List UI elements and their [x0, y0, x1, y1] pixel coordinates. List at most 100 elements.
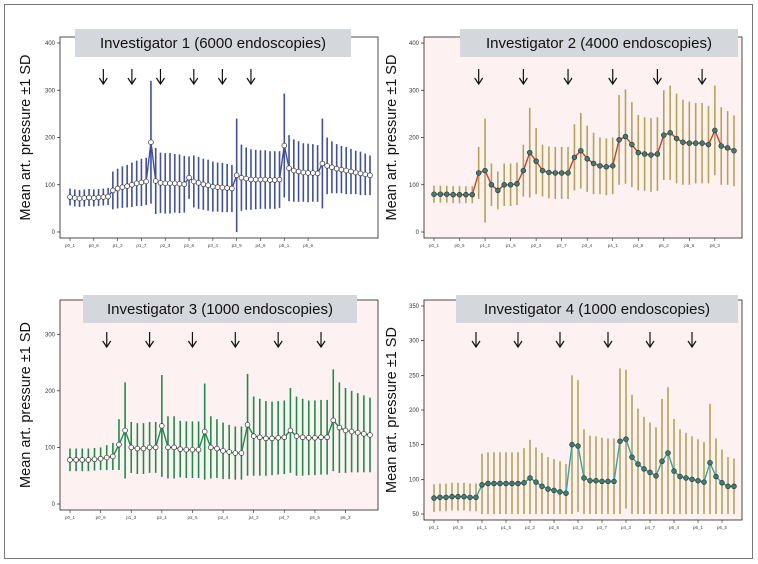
data-point	[186, 174, 192, 181]
data-point	[677, 473, 683, 480]
chart-title: Investigator 2 (4000 endoscopies)	[486, 35, 712, 52]
data-point	[232, 450, 239, 456]
data-point	[310, 170, 316, 176]
chart-title-box	[460, 29, 738, 57]
data-point	[305, 170, 311, 176]
data-point	[119, 184, 126, 190]
y-tick-label: 200	[409, 408, 420, 414]
x-tick-label: p4_7	[279, 515, 290, 520]
y-axis-label: Mean art. pressure ±1 SD	[18, 322, 34, 488]
data-point	[157, 180, 164, 186]
y-tick-label: 0	[52, 230, 56, 236]
data-point	[134, 445, 141, 452]
data-point	[159, 423, 165, 429]
x-tick-label: p3_4	[208, 243, 219, 248]
data-point	[683, 475, 689, 481]
event-arrow-head	[555, 340, 565, 349]
data-point	[224, 185, 230, 191]
figure-border	[4, 4, 753, 559]
x-tick-label: p1_5	[501, 525, 512, 530]
y-tick-label: 100	[45, 183, 56, 189]
data-point	[348, 428, 355, 435]
data-point	[250, 433, 257, 439]
x-tick-label: p5_1	[279, 243, 290, 248]
data-point	[659, 458, 665, 465]
y-tick-label: 200	[409, 136, 420, 142]
data-point	[257, 434, 263, 440]
data-point	[527, 475, 533, 481]
data-point	[367, 172, 373, 179]
y-tick-label: 300	[45, 332, 56, 338]
event-arrow-head	[102, 340, 112, 349]
data-point	[641, 466, 647, 472]
data-point	[238, 174, 245, 181]
data-point	[348, 168, 354, 175]
data-point	[590, 160, 597, 167]
data-point	[210, 183, 216, 190]
data-point	[497, 480, 503, 487]
data-point	[299, 434, 306, 440]
data-point	[177, 446, 183, 452]
x-tick-label: p1_2	[113, 243, 124, 248]
data-point	[450, 191, 456, 198]
event-arrow-head	[127, 77, 137, 86]
data-point	[67, 194, 73, 200]
y-tick-label: 0	[52, 502, 56, 508]
data-point	[509, 480, 515, 487]
y-tick-label: 300	[409, 339, 420, 345]
data-point	[272, 177, 278, 183]
chart-panel-2: 0 100 200 300 400 p0_1 p0_5 p1_2 p1_6 p2_3 p2_7 p3_…	[384, 29, 743, 248]
x-tick-label: p0_1	[65, 515, 76, 520]
chart-title: Investigator 4 (1000 endoscopies)	[484, 301, 710, 318]
data-point	[731, 147, 737, 154]
data-point	[138, 179, 145, 186]
data-point	[648, 152, 654, 158]
event-arrow-head	[603, 340, 613, 349]
data-point	[362, 171, 368, 178]
data-point	[148, 139, 154, 145]
data-point	[680, 139, 686, 145]
data-point	[558, 170, 565, 176]
x-tick-label: p3_7	[597, 525, 608, 530]
chart-title-box	[75, 29, 351, 57]
x-tick-label: p6_5	[717, 525, 728, 530]
data-point	[110, 453, 116, 460]
data-point	[162, 180, 168, 187]
data-point	[295, 168, 302, 175]
data-point	[597, 163, 603, 169]
data-point	[214, 445, 220, 452]
data-point	[252, 176, 259, 183]
data-point	[701, 479, 707, 485]
data-point	[171, 444, 177, 451]
data-point	[324, 163, 330, 169]
data-point	[267, 177, 273, 183]
x-tick-label: p3_3	[573, 525, 584, 530]
data-point	[352, 169, 359, 176]
data-point	[114, 185, 121, 192]
chart-title: Investigator 1 (6000 endoscopies)	[100, 35, 326, 52]
data-point	[491, 480, 497, 487]
data-point	[654, 151, 661, 157]
data-point	[129, 182, 135, 188]
data-point	[286, 165, 292, 171]
data-point	[281, 434, 288, 440]
y-tick-label: 350	[409, 304, 420, 310]
data-point	[533, 158, 539, 164]
data-point	[342, 427, 349, 434]
data-point	[569, 441, 575, 448]
event-arrow-head	[187, 340, 197, 349]
data-point	[287, 427, 294, 434]
data-point	[473, 494, 479, 501]
data-point	[319, 160, 326, 167]
chart-title: Investigator 3 (1000 endoscopies)	[107, 301, 333, 318]
event-arrow-head	[471, 340, 481, 349]
data-point	[599, 478, 605, 485]
event-arrow-head	[563, 77, 573, 86]
data-point	[705, 141, 712, 148]
data-point	[91, 456, 98, 463]
data-point	[526, 149, 533, 156]
event-arrow-head	[513, 340, 523, 349]
data-point	[91, 195, 97, 201]
y-axis-label: Mean art. pressure ±1 SD	[384, 55, 400, 221]
data-point	[72, 195, 78, 201]
